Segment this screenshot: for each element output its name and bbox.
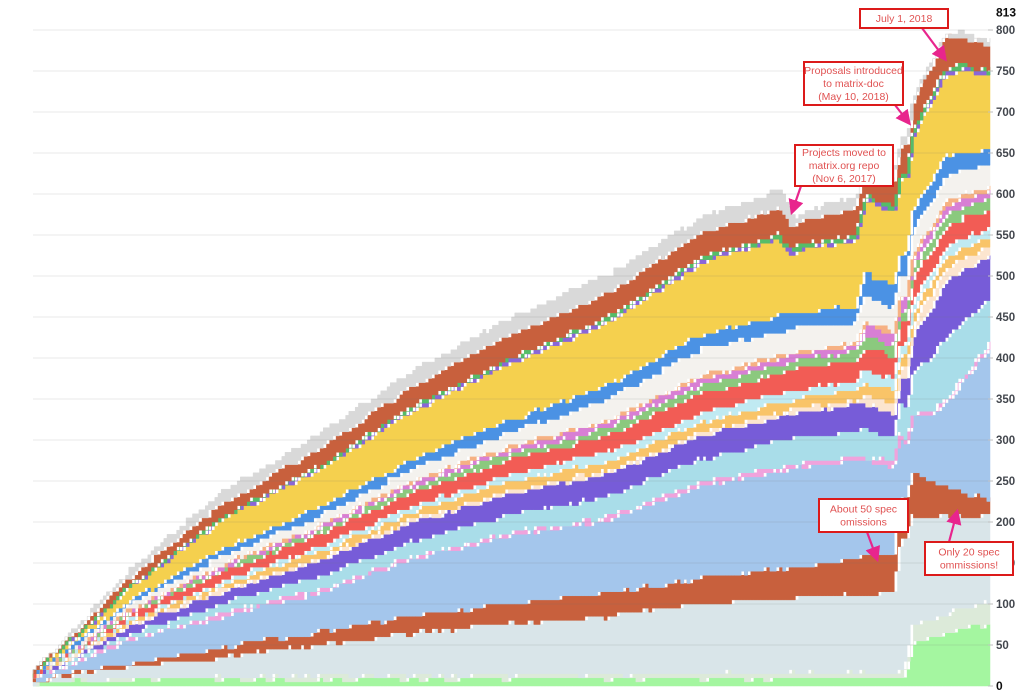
y-tick-label-400: 400 xyxy=(996,353,1015,365)
annotation-text-line: July 1, 2018 xyxy=(876,13,933,25)
annotation-text-line: Projects moved to xyxy=(802,147,886,159)
series-green-line xyxy=(32,62,991,674)
current-value-label: 813 xyxy=(996,5,1016,19)
chart-series-layer xyxy=(32,29,991,687)
annotation-box xyxy=(859,8,949,29)
annotation-arrow xyxy=(946,508,962,543)
annotation-arrow xyxy=(788,185,804,216)
annotation-text-line: About 50 spec xyxy=(830,504,897,516)
annotation-box xyxy=(924,541,1014,576)
annotation-text-line: matrix.org repo xyxy=(809,160,880,172)
annotation-box xyxy=(794,144,894,187)
y-tick-label-600: 600 xyxy=(996,189,1015,201)
y-tick-label-450: 450 xyxy=(996,312,1015,324)
y-tick-label-650: 650 xyxy=(996,148,1015,160)
annotation-box xyxy=(818,498,909,533)
y-tick-label-200: 200 xyxy=(996,517,1015,529)
y-tick-label-350: 350 xyxy=(996,394,1015,406)
annotation-arrow xyxy=(865,531,881,563)
annotation-arrow xyxy=(921,27,947,62)
y-tick-label-0: 0 xyxy=(996,679,1003,691)
y-tick-label-700: 700 xyxy=(996,107,1015,119)
annotation-july-2018: July 1, 2018 xyxy=(859,8,949,62)
y-tick-label-500: 500 xyxy=(996,271,1015,283)
annotation-arrow xyxy=(894,104,912,126)
y-axis-labels: 0501001502002503003504004505005506006507… xyxy=(988,5,1016,691)
annotation-text-line: Only 20 spec xyxy=(938,547,999,559)
y-tick-label-250: 250 xyxy=(996,476,1015,488)
series-gray-cap xyxy=(32,29,991,674)
annotation-text-line: omissions xyxy=(840,517,887,529)
y-tick-label-300: 300 xyxy=(996,435,1015,447)
annotation-text-line: (Nov 6, 2017) xyxy=(812,173,876,185)
annotation-text-line: (May 10, 2018) xyxy=(818,91,889,103)
series-pale-peach xyxy=(33,247,991,679)
y-tick-label-550: 550 xyxy=(996,230,1015,242)
series-orchid xyxy=(33,189,991,674)
annotation-text-line: to matrix-doc xyxy=(823,78,884,90)
y-tick-label-800: 800 xyxy=(996,25,1015,37)
annotation-text-line: ommissions! xyxy=(940,560,998,572)
annotation-text-line: Proposals introduced xyxy=(804,65,903,77)
y-tick-label-100: 100 xyxy=(996,599,1015,611)
y-tick-label-50: 50 xyxy=(996,640,1009,652)
annotation-box xyxy=(803,61,904,106)
y-tick-label-750: 750 xyxy=(996,66,1015,78)
series-light-cyan xyxy=(32,226,991,679)
